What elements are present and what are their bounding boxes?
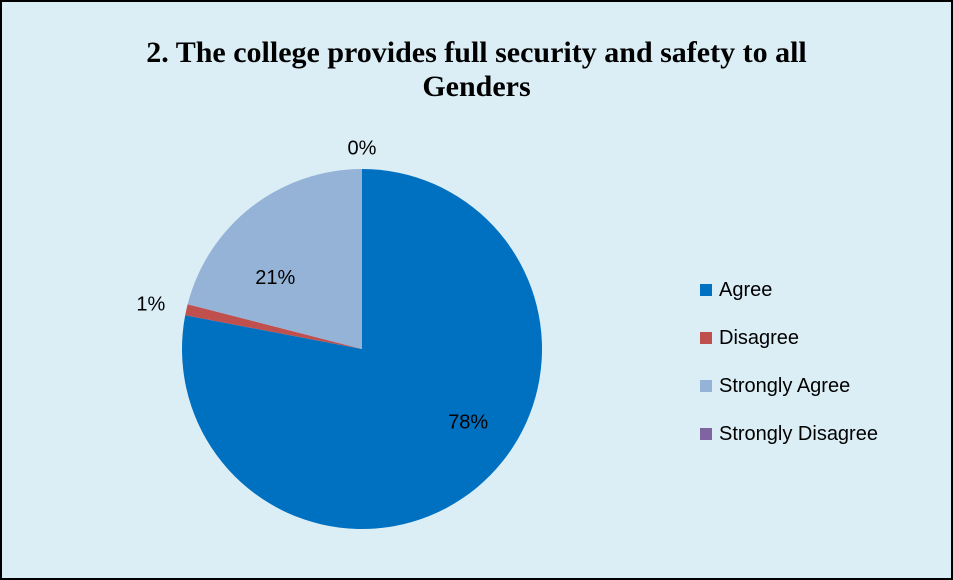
data-label-disagree: 1%	[136, 293, 165, 315]
pie-data-labels: 78% 1% 21% 0%	[136, 137, 488, 433]
legend-item-agree: Agree	[700, 266, 878, 314]
chart-title-line-1: 2. The college provides full security an…	[146, 36, 807, 69]
legend-swatch-strongly-agree	[700, 380, 712, 392]
legend-label-strongly-agree: Strongly Agree	[719, 374, 851, 397]
data-label-agree: 78%	[448, 412, 488, 434]
pie-slices	[181, 169, 542, 529]
data-label-strongly-disagree: 0%	[348, 137, 377, 159]
legend-swatch-agree	[700, 284, 712, 296]
chart-title-line-2: Genders	[422, 70, 531, 103]
legend-label-strongly-disagree: Strongly Disagree	[719, 422, 878, 445]
legend-item-strongly-disagree: Strongly Disagree	[700, 410, 878, 458]
legend: Agree Disagree Strongly Agree Strongly D…	[700, 266, 878, 458]
legend-item-disagree: Disagree	[700, 314, 878, 362]
pie-slice-disagree	[185, 304, 362, 349]
legend-label-agree: Agree	[719, 278, 773, 301]
legend-swatch-disagree	[700, 332, 712, 344]
pie-slice-strongly-agree	[187, 169, 362, 349]
legend-item-strongly-agree: Strongly Agree	[700, 362, 878, 410]
legend-label-disagree: Disagree	[719, 326, 800, 349]
chart-title: 2. The college provides full security an…	[0, 36, 953, 104]
legend-swatch-strongly-disagree	[700, 428, 712, 440]
data-label-strongly-agree: 21%	[255, 267, 295, 289]
